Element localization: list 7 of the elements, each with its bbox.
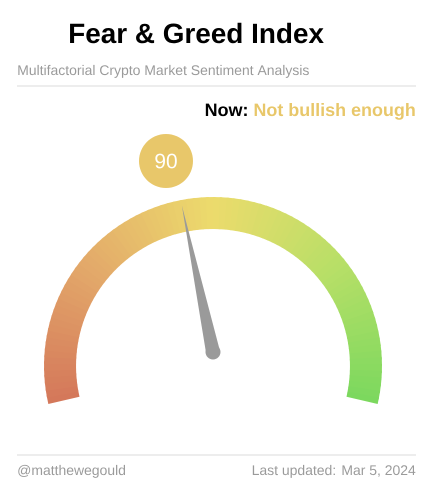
text: Now:: [206, 104, 247, 116]
text: Multifactorial Crypto Market Sentiment Analysis: [18, 64, 309, 78]
text: Not bullish enough: [254, 102, 415, 120]
text: @matthewegould: [18, 464, 126, 478]
text: Last updated: Mar 5, 2024: [252, 464, 416, 478]
data-label: 90: [155, 154, 177, 168]
text: Fear & Greed Index: [70, 22, 324, 44]
